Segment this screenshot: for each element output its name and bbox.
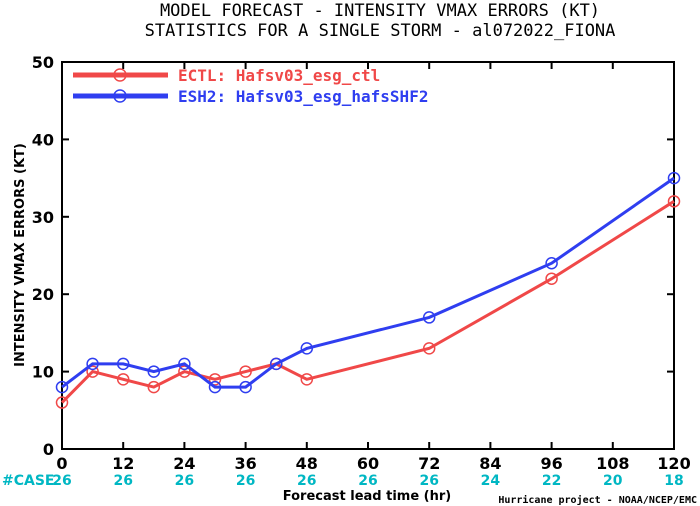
- y-tick-label: 40: [32, 130, 54, 149]
- legend-label: ESH2: Hafsv03_esg_hafsSHF2: [178, 87, 428, 106]
- case-count: 20: [603, 473, 623, 489]
- data-point: [269, 357, 283, 371]
- data-point: [208, 380, 222, 394]
- data-point: [300, 342, 314, 355]
- case-count: 26: [113, 473, 132, 489]
- y-tick-label: 20: [32, 285, 54, 304]
- plot-area: 0102030405002612262426362648266026722684…: [32, 53, 691, 489]
- data-point: [667, 195, 681, 208]
- x-tick-label: 48: [296, 454, 318, 473]
- case-count: 26: [52, 473, 71, 489]
- series-line-2: [61, 176, 675, 389]
- case-count: 26: [236, 473, 255, 489]
- case-count: 22: [542, 473, 561, 489]
- data-point: [422, 311, 436, 324]
- data-point: [239, 380, 252, 394]
- plot-frame: [61, 61, 675, 450]
- chart-title-line-1: MODEL FORECAST - INTENSITY VMAX ERRORS (…: [160, 1, 600, 21]
- y-tick-label: 10: [32, 363, 54, 382]
- data-point: [116, 357, 130, 371]
- x-tick-label: 60: [357, 454, 379, 473]
- data-point: [667, 171, 681, 185]
- legend-marker: [113, 89, 127, 103]
- y-tick-label: 0: [43, 440, 54, 459]
- data-point: [116, 373, 130, 386]
- data-point: [55, 380, 69, 394]
- x-tick-label: 72: [418, 454, 440, 473]
- legend-marker: [113, 68, 127, 82]
- case-count: 24: [481, 473, 501, 489]
- x-tick-label: 84: [479, 454, 501, 473]
- case-count: 26: [297, 473, 316, 489]
- case-count: 26: [419, 473, 438, 489]
- case-count: 26: [358, 473, 377, 489]
- x-tick-label: 96: [540, 454, 562, 473]
- data-point: [239, 365, 252, 378]
- x-tick-label: 0: [56, 454, 67, 473]
- x-tick-label: 12: [112, 454, 134, 473]
- data-point: [147, 365, 161, 378]
- data-point: [300, 373, 314, 386]
- chart-title-line-2: STATISTICS FOR A SINGLE STORM - al072022…: [145, 21, 616, 41]
- data-point: [208, 373, 222, 386]
- x-tick-label: 108: [596, 454, 629, 473]
- x-tick-label: 120: [657, 454, 690, 473]
- x-tick-label: 24: [173, 454, 195, 473]
- x-tick-label: 36: [234, 454, 256, 473]
- data-point: [55, 396, 69, 409]
- data-point: [178, 365, 191, 378]
- data-point: [86, 357, 99, 371]
- case-count: 18: [664, 473, 683, 489]
- y-axis-label: INTENSITY VMAX ERRORS (KT): [13, 143, 28, 367]
- data-point: [86, 365, 99, 378]
- credit-text: Hurricane project - NOAA/NCEP/EMC: [498, 494, 697, 506]
- data-point: [545, 256, 558, 270]
- legend-label: ECTL: Hafsv03_esg_ctl: [178, 66, 380, 85]
- y-tick-label: 30: [32, 208, 54, 227]
- y-tick-label: 50: [32, 53, 54, 72]
- case-label: #CASE: [2, 473, 55, 489]
- case-count: 26: [175, 473, 194, 489]
- x-axis-label: Forecast lead time (hr): [283, 489, 451, 504]
- data-point: [147, 380, 161, 394]
- data-point: [178, 357, 191, 371]
- data-point: [545, 272, 558, 285]
- data-point: [422, 342, 436, 355]
